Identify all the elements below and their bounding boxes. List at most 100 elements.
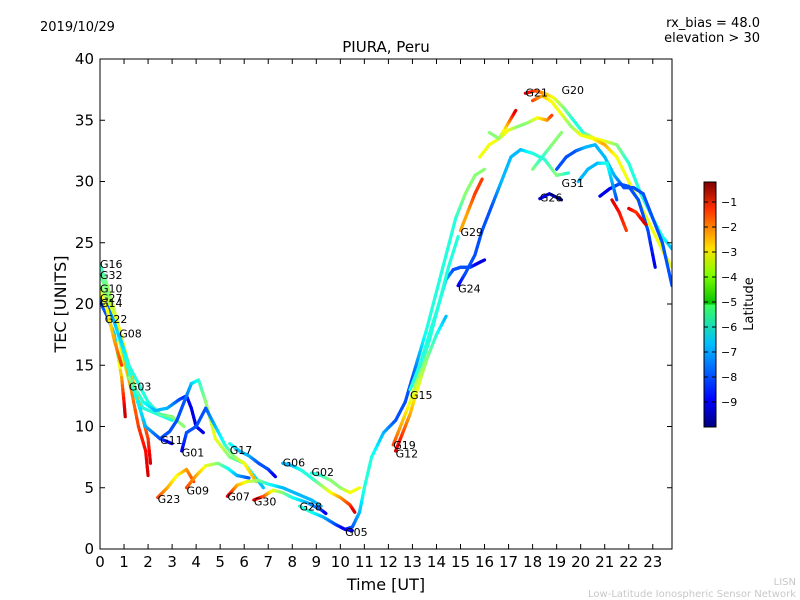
series-g06 — [281, 461, 357, 514]
x-tick-label: 1 — [119, 553, 129, 571]
series-g18 — [538, 192, 564, 202]
y-tick-label: 35 — [75, 111, 94, 129]
y-tick-label: 30 — [75, 173, 94, 191]
series-g12 — [394, 314, 448, 453]
x-tick-label: 18 — [523, 553, 542, 571]
series-g24 — [456, 148, 571, 288]
y-tick-label: 20 — [75, 295, 94, 313]
x-tick-label: 4 — [191, 553, 201, 571]
colorbar-label: Latitude — [742, 277, 757, 331]
series-point — [180, 423, 186, 429]
chart-title: PIURA, Peru — [342, 38, 429, 56]
series-g35 — [610, 198, 628, 233]
x-tick-label: 21 — [595, 553, 614, 571]
x-tick-label: 12 — [379, 553, 398, 571]
satellite-label: G08 — [119, 328, 142, 341]
series-g21 — [478, 113, 554, 159]
satellite-label: G24 — [458, 282, 481, 295]
x-tick-label: 13 — [403, 553, 422, 571]
satellite-label: G15 — [410, 389, 433, 402]
series-point — [614, 195, 619, 202]
series-g05 — [343, 167, 487, 532]
satellite-label: G03 — [129, 380, 152, 393]
x-tick-label: 15 — [451, 553, 470, 571]
series-g07 — [225, 478, 323, 508]
series-point — [549, 113, 554, 118]
series-g33 — [576, 161, 619, 202]
series-g29 — [458, 177, 484, 233]
satellite-label: G12 — [396, 448, 419, 461]
colorbar-gradient — [703, 181, 717, 428]
series-point — [652, 259, 657, 269]
series-point — [481, 167, 487, 172]
series-g09 — [184, 461, 251, 490]
series-g11 — [158, 378, 266, 490]
colorbar: −1 −2 −3 −4 −5 −6 −7 −8 −9 Latitude — [703, 181, 757, 428]
colorbar-tick-label: −3 — [721, 246, 737, 259]
x-tick-label: 11 — [355, 553, 374, 571]
x-tick-label: 0 — [95, 553, 105, 571]
series-point — [168, 417, 174, 422]
footer-network: Low-Latitude Ionospheric Sensor Network — [588, 589, 796, 600]
series-point — [557, 197, 564, 202]
satellite-label: G28 — [299, 500, 322, 513]
footer-lisn: LISN — [773, 577, 796, 588]
x-tick-label: 7 — [263, 553, 273, 571]
colorbar-tick-label: −8 — [721, 371, 737, 384]
y-tick-label: 5 — [84, 479, 94, 497]
y-tick-label: 25 — [75, 234, 94, 252]
data-layer — [100, 89, 672, 533]
x-tick-label: 9 — [312, 553, 322, 571]
x-axis-label: Time [UT] — [346, 575, 425, 594]
x-axis: 0 1 2 3 4 5 6 7 8 9 10 11 12 13 14 15 16 17 18 19 20 21 22 23 — [95, 59, 662, 571]
series-g01 — [180, 406, 258, 484]
series-point — [323, 511, 328, 516]
satellite-label: G01 — [182, 446, 205, 459]
satellite-label: G32 — [100, 269, 123, 282]
series-point — [454, 235, 460, 244]
y-tick-label: 10 — [75, 418, 94, 436]
elevation-label: elevation > 30 — [664, 31, 760, 46]
satellite-label: G10 — [100, 282, 123, 295]
x-tick-label: 8 — [287, 553, 297, 571]
series-point — [356, 486, 362, 491]
x-tick-label: 2 — [143, 553, 153, 571]
satellite-label: G19 — [393, 439, 416, 452]
satellite-label: G23 — [158, 493, 181, 506]
x-tick-label: 14 — [427, 553, 446, 571]
rx-bias-label: rx_bias = 48.0 — [666, 16, 760, 31]
series-g04 — [598, 182, 657, 269]
satellite-label: G26 — [540, 192, 563, 205]
y-tick-label: 0 — [84, 540, 94, 558]
satellite-label: G14 — [100, 297, 123, 310]
y-axis: 0 5 10 15 20 25 30 35 40 — [75, 50, 672, 558]
series-point — [442, 314, 448, 321]
satellite-label: G09 — [187, 484, 210, 497]
satellite-label: G29 — [461, 226, 484, 239]
x-tick-label: 17 — [499, 553, 518, 571]
colorbar-tick-label: −6 — [721, 321, 737, 334]
x-tick-label: 10 — [331, 553, 350, 571]
satellite-label: G20 — [561, 84, 584, 97]
y-axis-label: TEC [UNITS] — [51, 256, 70, 354]
satellite-label: G31 — [561, 177, 584, 190]
x-tick-label: 19 — [547, 553, 566, 571]
x-tick-label: 16 — [475, 553, 494, 571]
satellite-label: G17 — [230, 444, 253, 457]
series-g23 — [156, 467, 196, 500]
satellite-label: G16 — [100, 258, 123, 271]
colorbar-tick-label: −4 — [721, 271, 737, 284]
x-tick-label: 5 — [215, 553, 225, 571]
x-tick-label: 23 — [643, 553, 662, 571]
y-tick-label: 40 — [75, 50, 94, 68]
satellite-label: G06 — [283, 456, 306, 469]
series-point — [352, 509, 357, 514]
satellite-label: G27 — [100, 292, 123, 305]
series-g15 — [408, 235, 460, 392]
series-point — [479, 177, 484, 184]
satellite-label: G05 — [345, 526, 368, 539]
series-g30 — [252, 488, 328, 516]
colorbar-tick-label: −5 — [721, 296, 737, 309]
